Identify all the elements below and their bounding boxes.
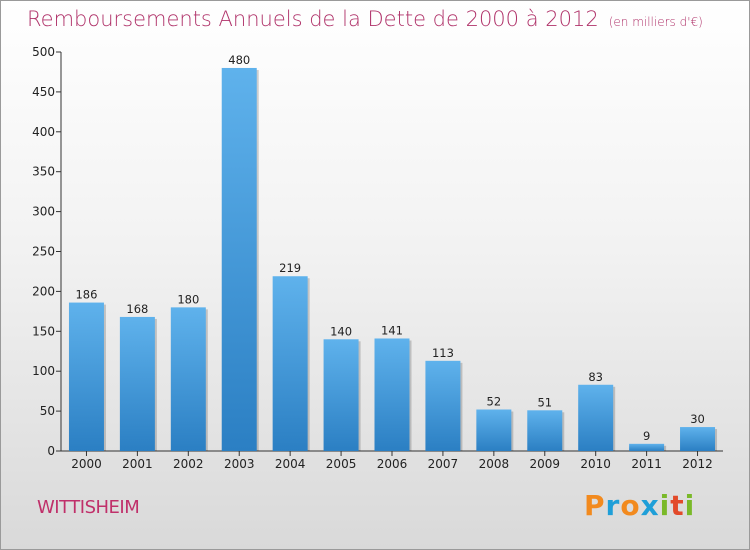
x-tick-label: 2012 — [682, 457, 713, 471]
y-tick-label: 250 — [32, 245, 55, 259]
chart-title-text: Remboursements Annuels de la Dette de 20… — [27, 7, 599, 31]
y-tick-label: 100 — [32, 364, 55, 378]
chart-subtitle: (en milliers d'€) — [608, 15, 703, 29]
logo-letter: i — [659, 489, 671, 522]
x-tick-label: 2003 — [224, 457, 255, 471]
bar-2010 — [578, 384, 614, 451]
y-tick-label: 150 — [32, 324, 55, 338]
proxiti-logo: Proxiti — [584, 489, 695, 522]
bar-2011 — [629, 443, 665, 451]
x-tick-label: 2000 — [71, 457, 102, 471]
logo-letter: P — [584, 489, 606, 522]
y-tick-label: 500 — [32, 45, 55, 59]
bar-value-label: 219 — [279, 261, 301, 275]
logo-letter: t — [670, 489, 685, 522]
chart-title: Remboursements Annuels de la Dette de 20… — [27, 7, 703, 31]
logo-letter: o — [620, 489, 641, 522]
y-tick-label: 450 — [32, 85, 55, 99]
x-tick-label: 2004 — [275, 457, 306, 471]
bar-value-label: 30 — [690, 412, 705, 426]
y-tick-label: 300 — [32, 205, 55, 219]
x-tick-label: 2010 — [580, 457, 611, 471]
x-tick-label: 2002 — [173, 457, 204, 471]
logo-letter: r — [605, 489, 621, 522]
x-tick-label: 2006 — [377, 457, 408, 471]
x-tick-label: 2008 — [479, 457, 510, 471]
bar-value-label: 141 — [381, 323, 403, 337]
x-tick-label: 2007 — [428, 457, 459, 471]
bar-2008 — [476, 409, 512, 451]
bar-value-label: 52 — [487, 395, 502, 409]
bar-value-label: 140 — [330, 324, 352, 338]
bar-value-label: 186 — [75, 288, 97, 302]
bar-2004 — [272, 276, 308, 451]
bar-value-label: 180 — [177, 292, 199, 306]
bar-value-label: 113 — [432, 346, 454, 360]
logo-letter: x — [640, 489, 660, 522]
bar-2005 — [323, 339, 359, 451]
y-tick-label: 200 — [32, 284, 55, 298]
bar-2002 — [170, 307, 206, 451]
y-tick-label: 0 — [47, 444, 55, 458]
bar-2001 — [119, 316, 155, 451]
bar-value-label: 51 — [537, 395, 552, 409]
bar-value-label: 83 — [588, 370, 603, 384]
x-tick-label: 2001 — [122, 457, 153, 471]
y-tick-label: 400 — [32, 125, 55, 139]
bar-value-label: 9 — [643, 429, 650, 443]
x-tick-label: 2011 — [631, 457, 662, 471]
bar-value-label: 480 — [228, 53, 250, 67]
bar-2007 — [425, 360, 461, 451]
x-tick-label: 2005 — [326, 457, 357, 471]
y-tick-label: 350 — [32, 165, 55, 179]
bar-2006 — [374, 338, 410, 451]
bar-2003 — [221, 67, 257, 452]
y-tick-label: 50 — [40, 404, 55, 418]
bar-2000 — [68, 302, 104, 451]
bar-2009 — [527, 410, 563, 451]
logo-letter: i — [684, 489, 696, 522]
bar-value-label: 168 — [126, 302, 148, 316]
city-name: WITTISHEIM — [37, 497, 140, 518]
x-tick-label: 2009 — [529, 457, 560, 471]
bar-2012 — [680, 427, 716, 451]
